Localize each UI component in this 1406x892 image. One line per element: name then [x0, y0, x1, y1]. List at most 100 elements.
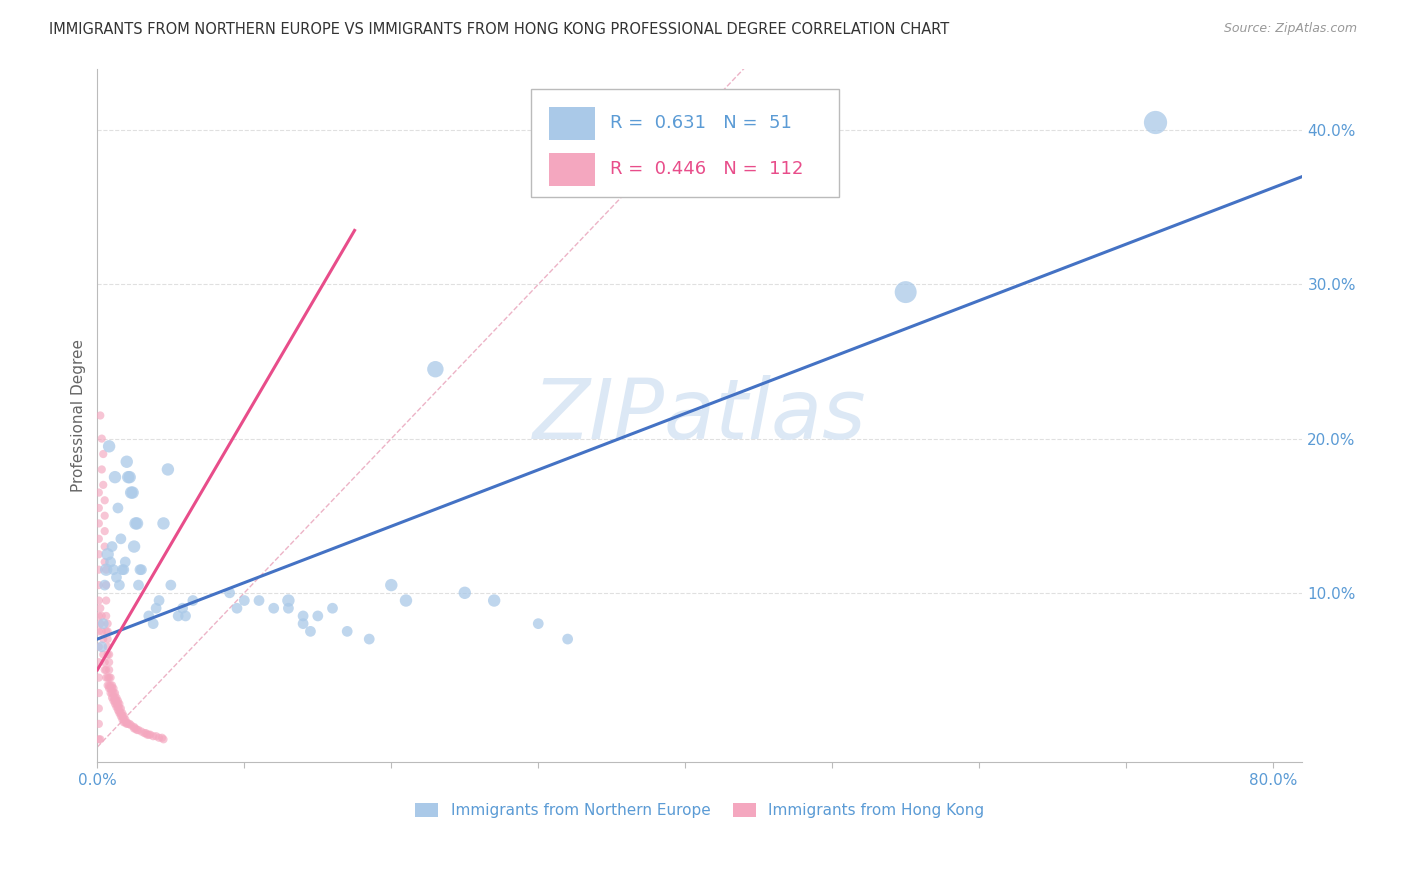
Point [97, 616, 120, 631]
Point [380, 578, 402, 592]
Point [174, 609, 197, 624]
Point [527, 616, 550, 631]
Point [107, 700, 129, 714]
Point [101, 681, 124, 696]
Point [263, 601, 285, 615]
Point [104, 686, 127, 700]
Point [112, 709, 135, 723]
Point [90, 640, 112, 654]
Point [129, 563, 152, 577]
Point [98, 655, 121, 669]
Point [103, 694, 125, 708]
Point [150, 731, 173, 745]
Point [87, 640, 110, 654]
Point [115, 717, 138, 731]
Point [90, 624, 112, 639]
Point [98, 678, 121, 692]
Point [226, 601, 249, 615]
Point [114, 555, 136, 569]
Point [103, 690, 125, 705]
Point [101, 678, 124, 692]
Point [107, 703, 129, 717]
Point [87, 717, 110, 731]
Bar [550, 107, 595, 140]
Point [90, 609, 112, 624]
Point [96, 563, 118, 577]
Point [299, 624, 322, 639]
Point [105, 570, 128, 584]
Point [87, 516, 110, 531]
Point [112, 715, 135, 730]
Point [142, 729, 165, 743]
Point [138, 609, 160, 624]
Point [97, 671, 120, 685]
Point [97, 624, 120, 639]
Point [87, 485, 110, 500]
Point [103, 686, 125, 700]
Point [131, 724, 153, 739]
Point [87, 686, 110, 700]
Point [105, 700, 128, 714]
Point [101, 686, 124, 700]
Point [111, 709, 134, 723]
Point [107, 694, 129, 708]
Point [98, 439, 121, 453]
Point [148, 731, 170, 745]
Point [114, 715, 136, 730]
Point [117, 470, 139, 484]
Point [292, 609, 315, 624]
Point [98, 671, 121, 685]
Point [91, 616, 114, 631]
Point [122, 722, 145, 736]
Point [96, 578, 118, 592]
Point [107, 501, 129, 516]
Point [277, 593, 299, 607]
Point [101, 690, 124, 705]
Point [152, 516, 174, 531]
Point [121, 485, 143, 500]
Point [87, 609, 110, 624]
Point [91, 478, 114, 492]
Point [894, 285, 917, 299]
Point [91, 447, 114, 461]
Point [97, 678, 120, 692]
Point [482, 593, 505, 607]
Point [98, 681, 121, 696]
Point [90, 462, 112, 476]
Point [122, 720, 145, 734]
Point [89, 409, 111, 423]
Point [114, 712, 136, 726]
Text: ZIPatlas: ZIPatlas [533, 375, 866, 456]
Point [104, 697, 127, 711]
Point [336, 624, 359, 639]
Point [89, 732, 111, 747]
Point [145, 601, 167, 615]
Point [117, 717, 139, 731]
Point [111, 563, 134, 577]
Point [138, 728, 160, 742]
Point [111, 706, 134, 720]
Point [87, 532, 110, 546]
Point [96, 563, 118, 577]
Point [425, 362, 447, 376]
Point [91, 648, 114, 662]
Point [97, 547, 120, 561]
Point [87, 593, 110, 607]
Point [111, 712, 134, 726]
Point [100, 555, 122, 569]
Point [148, 593, 170, 607]
Point [96, 663, 118, 677]
Point [167, 609, 190, 624]
Legend: Immigrants from Northern Europe, Immigrants from Hong Kong: Immigrants from Northern Europe, Immigra… [409, 797, 991, 824]
Point [87, 501, 110, 516]
Point [89, 601, 111, 615]
Point [118, 717, 141, 731]
Point [557, 632, 579, 646]
Text: Source: ZipAtlas.com: Source: ZipAtlas.com [1223, 22, 1357, 36]
Point [172, 601, 194, 615]
Point [112, 563, 135, 577]
Point [93, 540, 115, 554]
Point [1144, 115, 1167, 129]
Point [97, 648, 120, 662]
Point [93, 655, 115, 669]
